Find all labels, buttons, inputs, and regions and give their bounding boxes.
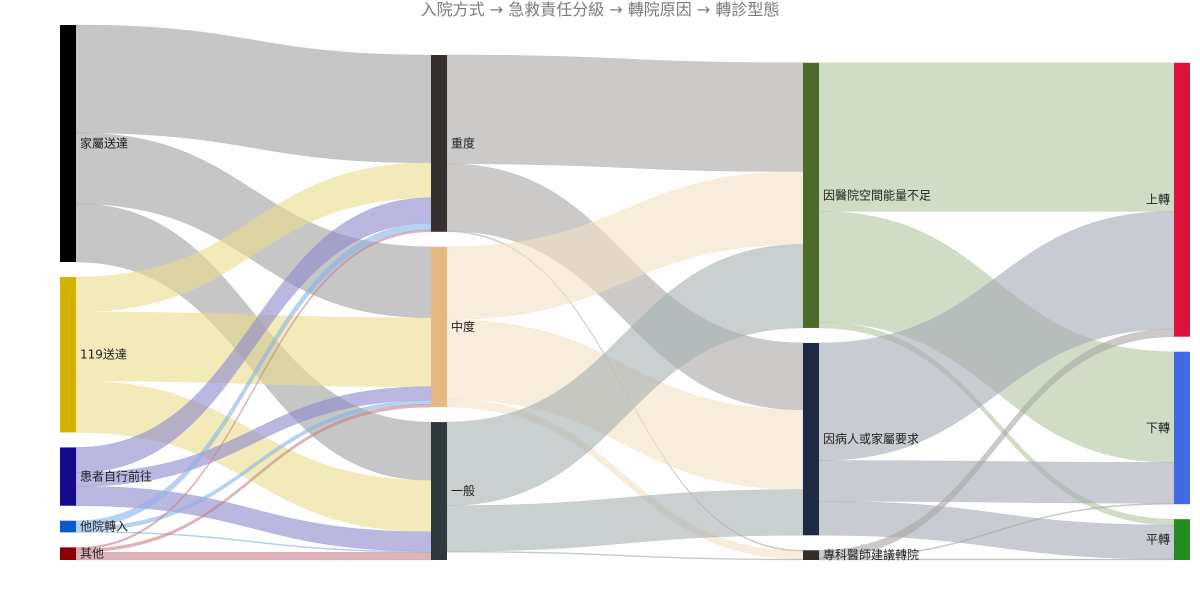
node-severe[interactable] xyxy=(431,55,447,232)
sankey-nodes xyxy=(60,25,1190,560)
node-label-self: 患者自行前往 xyxy=(80,469,152,484)
node-down[interactable] xyxy=(1174,351,1190,505)
node-label-up: 上轉 xyxy=(1146,193,1170,207)
link-other-general[interactable] xyxy=(75,551,432,561)
node-label-severe: 重度 xyxy=(451,135,475,150)
node-label-specialist: 專科醫師建議轉院 xyxy=(823,548,919,562)
node-label-space: 因醫院空間能量不足 xyxy=(823,188,931,202)
chart-title: 入院方式 → 急救責任分級 → 轉院原因 → 轉診型態 xyxy=(420,0,780,19)
node-specialist[interactable] xyxy=(803,550,819,560)
link-severe-space[interactable] xyxy=(446,54,804,172)
node-family[interactable] xyxy=(60,25,76,263)
node-label-request: 因病人或家屬要求 xyxy=(823,431,919,446)
sankey-links xyxy=(75,24,1175,561)
link-request-down[interactable] xyxy=(818,460,1175,504)
node-label-family: 家屬送達 xyxy=(80,136,128,151)
node-label-lateral: 平轉 xyxy=(1146,533,1170,547)
node-general[interactable] xyxy=(431,422,447,560)
node-label-transfer_in: 他院轉入 xyxy=(80,520,128,534)
node-label-medium: 中度 xyxy=(451,319,475,334)
node-medium[interactable] xyxy=(431,246,447,408)
node-ems119[interactable] xyxy=(60,277,76,433)
node-up[interactable] xyxy=(1174,62,1190,337)
node-self[interactable] xyxy=(60,447,76,506)
node-transfer_in[interactable] xyxy=(60,520,76,533)
node-lateral[interactable] xyxy=(1174,519,1190,560)
node-label-ems119: 119送達 xyxy=(80,347,127,362)
node-space[interactable] xyxy=(803,62,819,328)
node-label-general: 一般 xyxy=(451,483,475,498)
node-request[interactable] xyxy=(803,342,819,536)
node-label-other: 其他 xyxy=(80,547,104,561)
node-other[interactable] xyxy=(60,547,76,560)
node-label-down: 下轉 xyxy=(1146,421,1170,435)
